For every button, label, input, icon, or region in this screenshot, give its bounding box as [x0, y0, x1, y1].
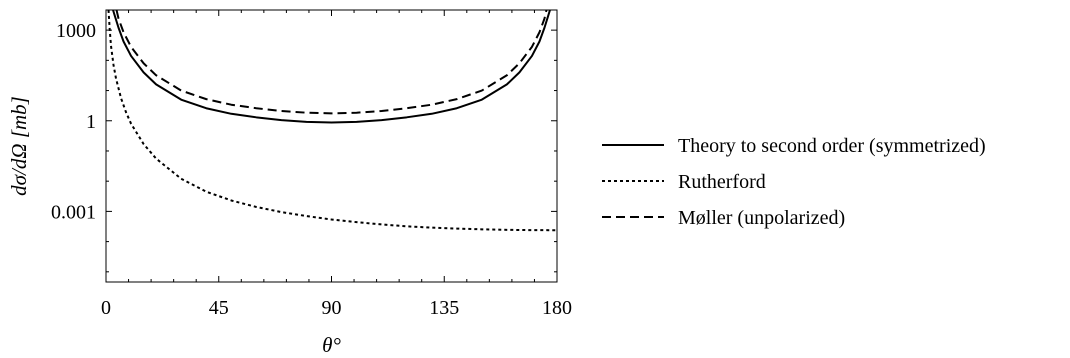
y-tick-label: 1 [86, 111, 96, 133]
legend-label: Theory to second order (symmetrized) [678, 135, 986, 157]
tick-labels: 0 45 90 135 180 1000 1 0.001 [51, 20, 572, 319]
legend-label: Rutherford [678, 171, 766, 193]
x-tick-label: 0 [101, 297, 111, 319]
x-tick-label: 180 [542, 297, 572, 319]
legend: Theory to second order (symmetrized) Ruth… [602, 135, 986, 229]
legend-label: Møller (unpolarized) [678, 207, 845, 229]
series-line-dotted [107, 10, 557, 232]
y-axis-label: dσ/dΩ [mb] [7, 96, 31, 196]
plot-frame [105, 9, 558, 283]
y-tick-label: 1000 [56, 20, 96, 42]
x-tick-label: 90 [322, 297, 342, 319]
y-tick-label: 0.001 [51, 201, 96, 223]
x-axis-label: θ° [322, 333, 341, 357]
series-lines [107, 10, 557, 232]
x-tick-label: 135 [429, 297, 459, 319]
series-line-dashed [115, 10, 548, 115]
x-tick-label: 45 [209, 297, 229, 319]
series-line-solid [112, 10, 551, 124]
axis-ticks [105, 10, 558, 282]
